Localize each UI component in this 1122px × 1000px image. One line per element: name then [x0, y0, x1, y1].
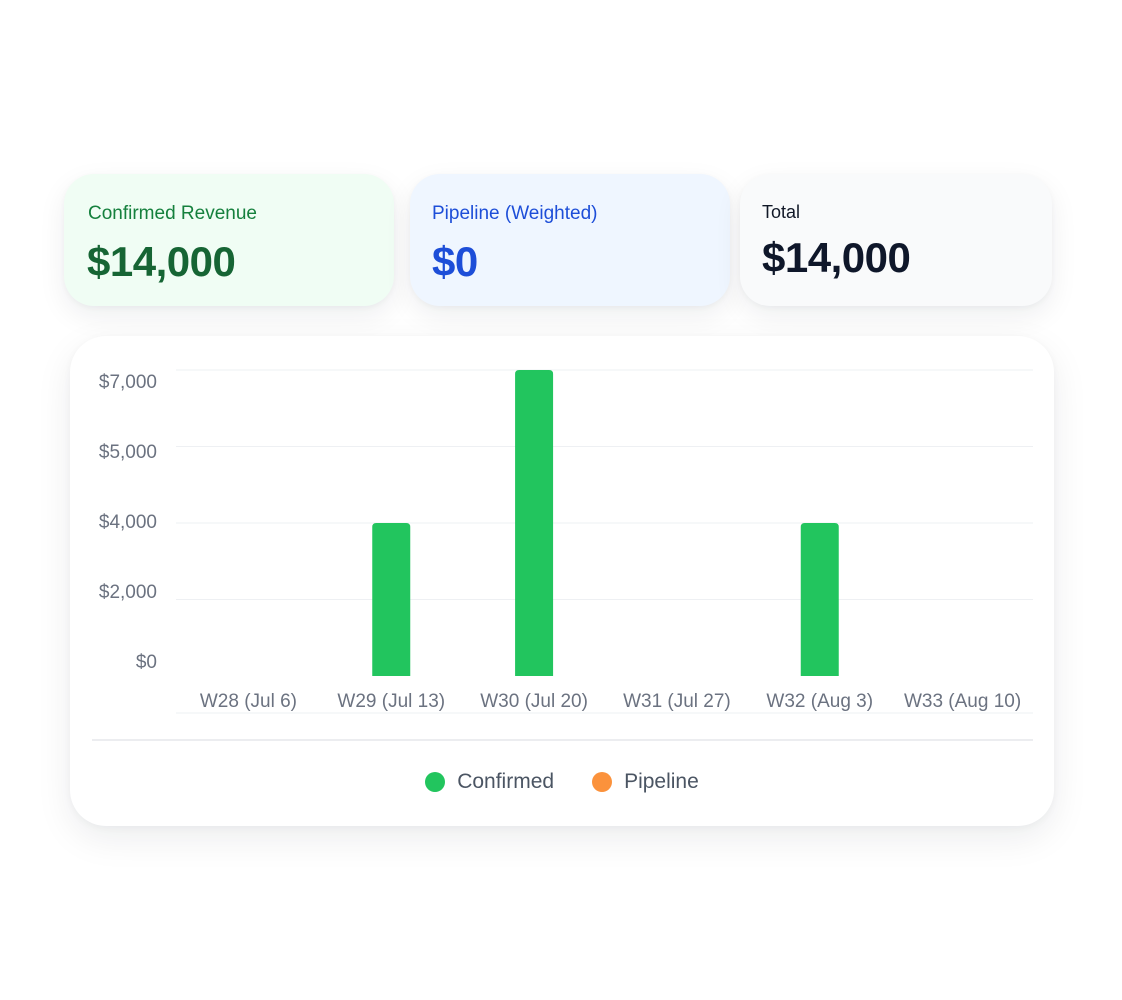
- confirmed-revenue-label: Confirmed Revenue: [88, 203, 257, 224]
- legend-label-pipeline: Pipeline: [624, 770, 699, 793]
- pipeline-weighted-card: Pipeline (Weighted) $0: [410, 174, 730, 306]
- bar-confirmed-2: [515, 370, 554, 676]
- y-tick-label: $0: [136, 652, 157, 673]
- y-tick-label: $4,000: [99, 512, 157, 533]
- legend-item-pipeline[interactable]: Pipeline: [592, 770, 699, 794]
- pipeline-weighted-label: Pipeline (Weighted): [432, 203, 598, 224]
- x-tick-label: W28 (Jul 6): [200, 691, 297, 712]
- y-tick-label: $7,000: [99, 372, 157, 393]
- legend-label-confirmed: Confirmed: [457, 770, 555, 793]
- x-tick-label: W33 (Aug 10): [904, 691, 1021, 712]
- x-tick-label: W30 (Jul 20): [480, 691, 588, 712]
- weekly-revenue-chart-card: $0 $2,000 $4,000 $5,000 $7,000 W28 (Jul 6) W29…: [70, 336, 1054, 826]
- bar-confirmed-1: [372, 523, 411, 676]
- total-label: Total: [762, 202, 801, 222]
- confirmed-revenue-value: $14,000: [87, 238, 236, 285]
- total-value: $14,000: [762, 234, 911, 281]
- legend-item-confirmed[interactable]: Confirmed: [425, 770, 554, 794]
- chart-legend: Confirmed Pipeline: [70, 770, 1054, 794]
- x-tick-label: W29 (Jul 13): [337, 691, 445, 712]
- weekly-revenue-chart: $0 $2,000 $4,000 $5,000 $7,000 W28 (Jul 6) W29…: [92, 369, 1033, 741]
- total-card: Total $14,000: [740, 174, 1052, 306]
- y-tick-label: $5,000: [99, 442, 157, 463]
- y-tick-label: $2,000: [99, 582, 157, 603]
- pipeline-weighted-value: $0: [432, 238, 478, 285]
- x-tick-label: W32 (Aug 3): [766, 691, 873, 712]
- bar-confirmed-4: [800, 523, 839, 676]
- legend-swatch-pipeline: [592, 772, 613, 792]
- confirmed-revenue-card: Confirmed Revenue $14,000: [64, 174, 394, 306]
- x-tick-label: W31 (Jul 27): [623, 691, 731, 712]
- legend-swatch-confirmed: [425, 772, 446, 792]
